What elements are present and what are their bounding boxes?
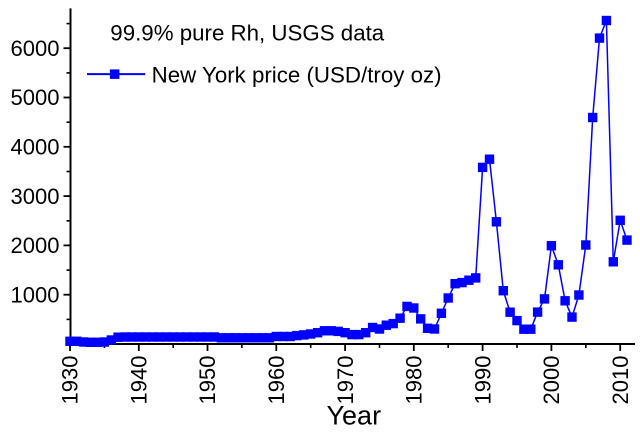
- svg-text:3000: 3000: [11, 184, 60, 209]
- svg-text:1980: 1980: [402, 356, 427, 405]
- svg-text:2000: 2000: [11, 233, 60, 258]
- svg-text:2000: 2000: [539, 356, 564, 405]
- svg-text:1970: 1970: [333, 356, 358, 405]
- svg-text:1940: 1940: [127, 356, 152, 405]
- svg-text:1000: 1000: [11, 282, 60, 307]
- svg-text:1960: 1960: [264, 356, 289, 405]
- svg-text:New York price (USD/troy oz): New York price (USD/troy oz): [152, 63, 442, 88]
- svg-text:5000: 5000: [11, 85, 60, 110]
- svg-text:6000: 6000: [11, 36, 60, 61]
- svg-text:Year: Year: [327, 401, 382, 431]
- svg-text:1990: 1990: [470, 356, 495, 405]
- svg-text:4000: 4000: [11, 135, 60, 160]
- svg-text:99.9% pure Rh, USGS data: 99.9% pure Rh, USGS data: [110, 20, 385, 45]
- svg-text:1950: 1950: [195, 356, 220, 405]
- svg-text:2010: 2010: [608, 356, 633, 405]
- svg-text:1930: 1930: [58, 356, 83, 405]
